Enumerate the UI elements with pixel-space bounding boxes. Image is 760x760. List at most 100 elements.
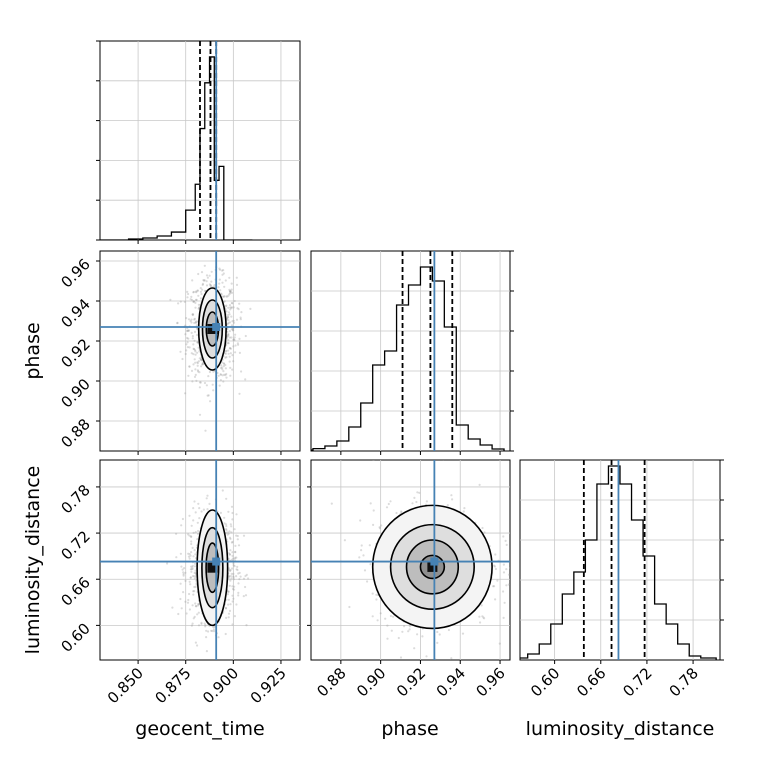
sample-point: [198, 381, 202, 384]
histogram-panel-luminosity_distance: [520, 460, 720, 660]
sample-point: [185, 612, 188, 615]
sample-point: [245, 624, 248, 627]
sample-point: [196, 613, 199, 616]
sample-point: [192, 507, 195, 510]
sample-point: [226, 327, 229, 331]
sample-point: [360, 549, 363, 552]
sample-point: [228, 336, 231, 339]
panel-phase-hist: [310, 250, 511, 452]
sample-point: [203, 279, 206, 282]
sample-point: [204, 624, 207, 627]
sample-point: [176, 321, 179, 324]
sample-point: [212, 370, 215, 373]
sample-point: [201, 363, 204, 366]
sample-point: [191, 604, 194, 607]
sample-point: [219, 268, 222, 271]
sample-point: [479, 621, 482, 624]
sample-point: [187, 555, 191, 558]
sample-point: [360, 544, 363, 547]
sample-point: [231, 302, 234, 305]
sample-point: [223, 362, 226, 365]
sample-point: [372, 460, 375, 461]
sample-point: [229, 537, 232, 541]
sample-point: [182, 574, 185, 577]
sample-point: [192, 363, 195, 366]
sample-point: [200, 292, 203, 296]
sample-point: [234, 550, 237, 554]
sample-point: [200, 359, 203, 362]
sample-point: [494, 598, 497, 601]
sample-point: [205, 284, 209, 287]
sample-point: [192, 531, 195, 534]
sample-point: [193, 349, 197, 352]
sample-point: [240, 370, 243, 373]
sample-point: [194, 571, 197, 575]
sample-point: [193, 571, 196, 575]
sample-point: [238, 571, 241, 575]
sample-point: [408, 628, 411, 631]
sample-point: [217, 286, 220, 289]
sample-point: [193, 347, 196, 351]
sample-point: [200, 365, 203, 368]
sample-point: [192, 617, 195, 620]
sample-point: [205, 636, 208, 639]
sample-point: [228, 288, 231, 291]
sample-point: [227, 575, 231, 578]
sample-point: [375, 598, 378, 601]
sample-point: [210, 629, 213, 632]
sample-point: [235, 318, 239, 321]
histogram-panel-phase: [311, 251, 510, 451]
sample-point: [222, 295, 225, 298]
sample-point: [219, 289, 222, 292]
sample-point: [210, 270, 213, 273]
sample-point: [200, 622, 203, 626]
sample-point: [194, 585, 197, 589]
sample-point: [225, 295, 228, 298]
sample-point: [231, 567, 234, 570]
sample-point: [232, 597, 235, 600]
sample-point: [244, 378, 247, 381]
sample-point: [234, 544, 237, 548]
sample-point: [199, 381, 202, 384]
sample-point: [231, 557, 234, 560]
sample-point: [230, 505, 234, 508]
sample-point: [392, 615, 395, 618]
sample-point: [232, 588, 236, 591]
sample-point: [190, 542, 193, 546]
sample-point: [225, 356, 228, 359]
sample-point: [236, 307, 239, 310]
sample-point: [239, 316, 242, 319]
sample-point: [200, 358, 203, 361]
sample-point: [436, 641, 439, 645]
sample-point: [195, 379, 198, 382]
sample-point: [187, 598, 190, 602]
sample-point: [228, 568, 231, 571]
sample-point: [233, 585, 236, 588]
sample-point: [225, 528, 228, 531]
sample-point: [239, 575, 242, 578]
sample-point: [184, 392, 187, 395]
sample-point: [189, 554, 192, 557]
sample-point: [231, 623, 234, 626]
sample-point: [190, 568, 193, 571]
sample-point: [389, 500, 392, 503]
sample-point: [343, 539, 346, 542]
sample-point: [227, 616, 230, 619]
sample-point: [217, 636, 220, 639]
sample-point: [505, 543, 508, 547]
sample-point: [227, 575, 231, 578]
sample-point: [223, 300, 226, 303]
sample-point: [229, 579, 232, 582]
sample-point: [244, 574, 247, 578]
sample-point: [192, 353, 195, 356]
sample-point: [461, 632, 465, 635]
sample-point: [184, 333, 187, 336]
sample-point: [189, 535, 193, 538]
sample-point: [387, 502, 390, 506]
sample-point: [190, 540, 193, 543]
sample-point: [171, 606, 174, 609]
sample-point: [196, 362, 199, 365]
truth-marker: [430, 557, 439, 566]
x-axis-label-phase: phase: [381, 718, 438, 740]
sample-point: [177, 612, 180, 616]
